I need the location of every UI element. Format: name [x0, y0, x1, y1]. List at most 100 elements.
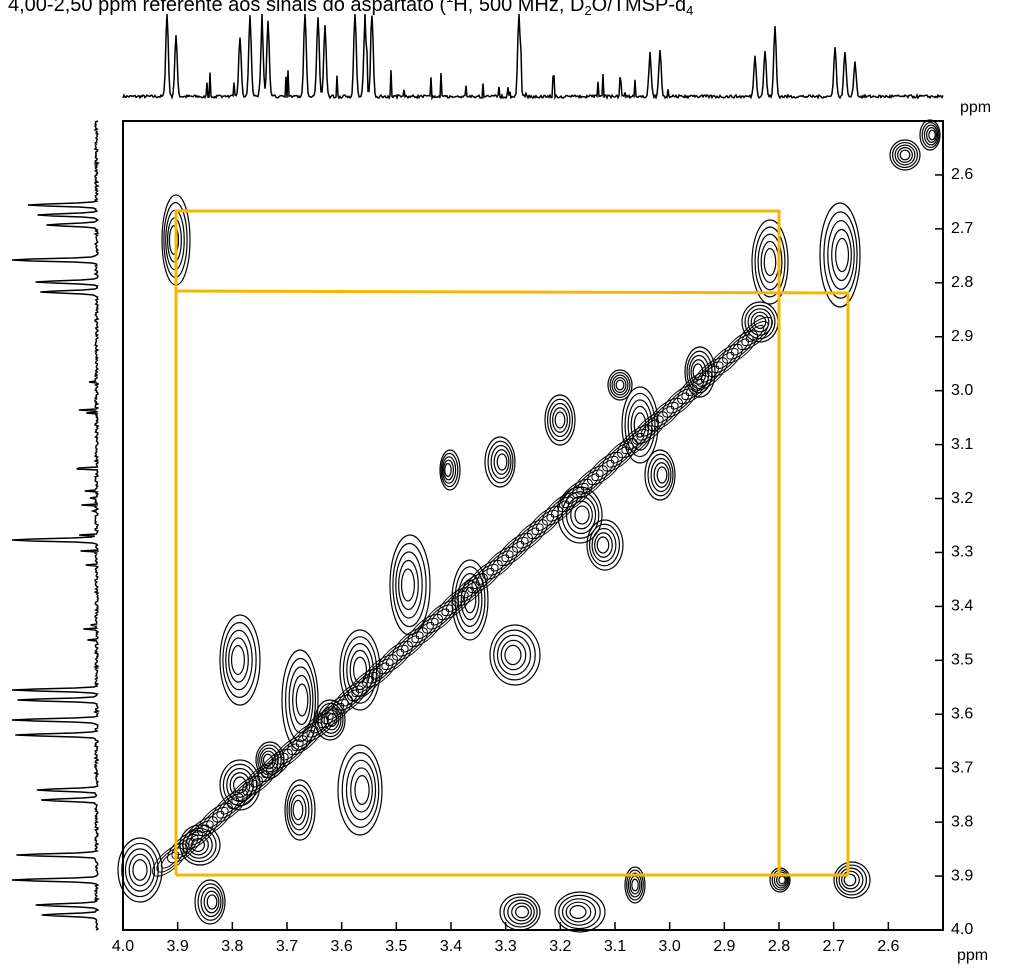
- contour: [662, 384, 698, 418]
- contour: [227, 775, 263, 810]
- contour: [321, 698, 349, 725]
- contour: [332, 681, 368, 715]
- contour: [899, 149, 911, 161]
- contour: [497, 532, 533, 567]
- contour: [340, 689, 360, 707]
- contour: [342, 636, 378, 704]
- contour: [439, 449, 461, 491]
- contour: [515, 905, 530, 919]
- contour: [370, 662, 390, 680]
- contour: [843, 873, 857, 887]
- contour: [128, 853, 152, 887]
- contour: [621, 428, 649, 455]
- contour: [561, 482, 589, 509]
- y-tick-label: 3.5: [951, 652, 973, 669]
- plot-frame: [122, 120, 944, 931]
- y-tick-label: 2.6: [951, 166, 973, 183]
- contour: [354, 774, 370, 805]
- contour: [696, 361, 724, 387]
- contour: [395, 551, 423, 619]
- contour: [594, 532, 613, 558]
- contour: [894, 144, 916, 166]
- contour: [490, 554, 510, 572]
- contour: [558, 894, 601, 930]
- contour: [493, 629, 536, 681]
- contour: [182, 816, 218, 850]
- contour: [216, 793, 244, 819]
- contour: [489, 624, 541, 686]
- contour: [833, 861, 871, 899]
- contour: [288, 789, 310, 831]
- left-projection: [11, 120, 101, 931]
- title-part: H, 500 MHz, D: [453, 0, 584, 16]
- contour: [454, 566, 486, 634]
- contour: [440, 452, 459, 488]
- contour: [261, 752, 289, 779]
- contour: [615, 379, 625, 391]
- contour: [730, 338, 750, 356]
- contour: [707, 343, 743, 378]
- contour: [607, 369, 633, 401]
- contour: [475, 567, 495, 586]
- contour: [595, 459, 615, 478]
- x-tick-label: 4.0: [112, 938, 134, 955]
- x-tick-label: 2.7: [823, 938, 845, 955]
- contour: [591, 527, 617, 563]
- contour: [651, 401, 679, 428]
- contour: [203, 890, 220, 914]
- contour: [280, 743, 300, 761]
- contour: [398, 559, 419, 611]
- contour: [617, 424, 653, 459]
- contour: [341, 752, 380, 828]
- contour: [666, 388, 694, 414]
- contour: [561, 491, 600, 539]
- x-tick-label: 2.8: [768, 938, 790, 955]
- contour: [381, 644, 409, 671]
- guides: [174, 209, 850, 877]
- contour: [310, 716, 330, 734]
- contour: [596, 536, 610, 554]
- contour: [484, 436, 516, 488]
- x-tick-label: 2.9: [713, 938, 735, 955]
- contour: [565, 901, 592, 923]
- y-tick-label: 3.7: [951, 759, 973, 776]
- contour: [527, 505, 563, 540]
- contour: [350, 767, 373, 813]
- contour: [897, 147, 913, 163]
- title-part: 4: [686, 3, 693, 18]
- top-axis-label: ppm: [960, 99, 991, 116]
- contour: [415, 621, 435, 640]
- contour: [430, 608, 450, 626]
- contour: [291, 725, 319, 752]
- contour: [520, 527, 540, 545]
- contour: [565, 486, 585, 505]
- contour: [482, 546, 518, 580]
- contour: [325, 702, 345, 721]
- contour: [745, 324, 765, 343]
- contour: [441, 590, 469, 617]
- contour: [926, 127, 938, 143]
- contour: [160, 851, 180, 869]
- contour: [835, 237, 850, 273]
- top-projection: [122, 13, 944, 101]
- contour: [684, 346, 716, 398]
- contour: [167, 829, 203, 864]
- contour: [463, 586, 477, 614]
- contour: [624, 392, 656, 458]
- contour: [124, 848, 156, 892]
- contour: [655, 405, 675, 424]
- contour: [750, 311, 770, 333]
- contour: [771, 869, 790, 891]
- x-tick-label: 3.1: [604, 938, 626, 955]
- contour: [355, 675, 375, 694]
- contour: [225, 629, 253, 691]
- contour: [200, 886, 222, 918]
- contour: [773, 871, 789, 889]
- contour: [486, 550, 514, 576]
- contour: [700, 365, 720, 383]
- contour: [490, 444, 512, 480]
- contour: [168, 225, 180, 256]
- contour: [650, 457, 672, 493]
- contour: [284, 779, 316, 841]
